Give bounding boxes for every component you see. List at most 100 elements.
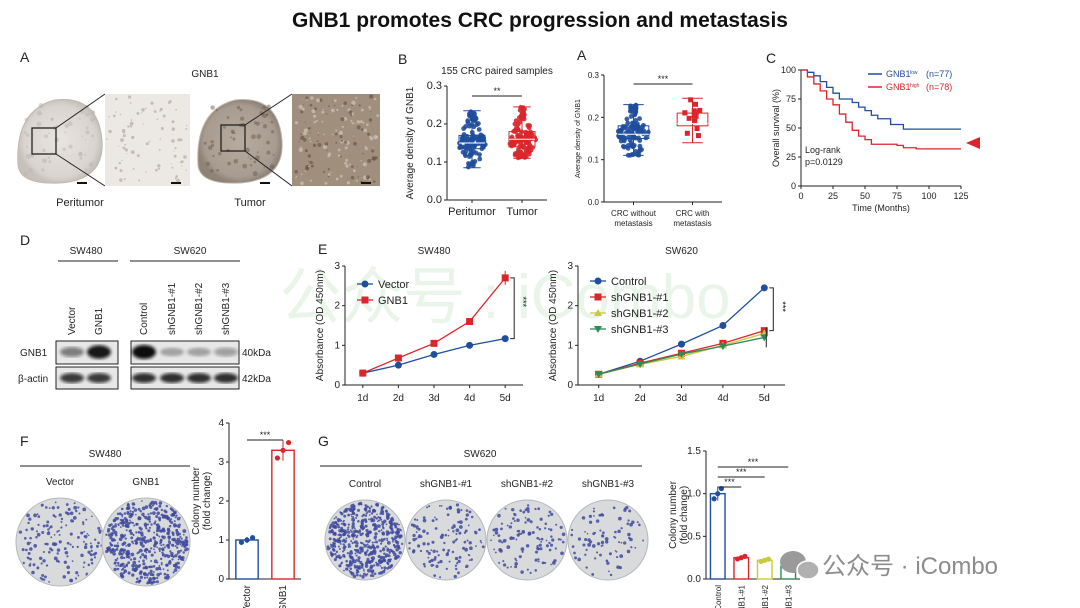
texture [78,117,81,120]
colony [615,551,618,553]
colony [147,529,151,533]
colony [139,575,144,579]
colony [629,522,633,527]
legend-label: GNB1 [886,82,911,92]
colony [111,538,116,542]
colony [136,577,139,581]
texture [294,170,299,174]
colony [338,557,342,560]
ihc-tumor-zoom [292,94,380,186]
colony [524,521,527,524]
texture [249,164,253,167]
data-point [466,318,474,326]
data-point [472,115,478,120]
colony [339,542,342,545]
colony [354,540,358,544]
texture [131,135,135,140]
colony [585,548,588,552]
colony [531,531,535,535]
colony [389,518,393,521]
texture [129,102,132,104]
colony [85,518,88,521]
texture [323,170,326,173]
colony [110,533,114,537]
arrow-marker-icon [966,137,980,149]
panel-label: G [318,433,329,449]
x-tick-label: shGNB1-#1 [737,584,746,608]
texture [353,141,357,146]
colony [527,510,530,513]
data-point [470,148,476,154]
texture [84,168,88,171]
texture [313,114,317,118]
colony [30,527,35,531]
colony [22,561,25,565]
lane-label: shGNB1-#2 [194,282,205,335]
colony [48,507,51,509]
colony [175,563,178,566]
texture [298,147,303,152]
colony [337,519,340,523]
data-point [615,128,621,134]
colony [377,559,381,563]
y-axis-label: Colony number [668,480,679,548]
texture [138,179,141,182]
colony [149,539,153,543]
band-gnb1 [60,347,84,357]
colony [181,543,184,546]
zoom-box [220,124,246,152]
texture [325,113,328,115]
colony [336,539,341,544]
colony [350,513,353,516]
colony [56,506,60,509]
colony [53,515,56,518]
texture [251,134,256,140]
y-tick-label: 0.3 [427,80,442,92]
colony [156,511,160,516]
dish-label: GNB1 [132,477,160,488]
texture [157,164,161,168]
colony [171,531,174,534]
texture [324,181,328,185]
texture [310,96,314,100]
colony [467,553,470,556]
colony [160,508,164,512]
texture [54,137,60,143]
texture [362,152,364,155]
colony [138,548,143,553]
texture [168,100,172,103]
data-point [511,128,517,134]
colony [160,562,163,564]
colony [120,533,124,538]
band-gnb1 [87,345,111,359]
colony [434,516,436,519]
data-point [691,113,697,119]
y-tick-label: 0.5 [687,531,701,542]
colony [370,512,374,515]
data-point [528,129,533,135]
data-point [742,553,748,559]
colony [602,531,605,535]
colony [526,568,529,571]
texture [340,156,342,158]
texture [38,102,44,108]
y-tick-label: 3 [334,261,340,272]
colony [118,512,122,516]
data-point [695,133,701,139]
colony [347,523,350,526]
texture [355,96,358,99]
data-point [528,136,534,141]
colony [178,516,181,519]
texture [256,151,259,154]
colony [29,547,33,551]
data-point [461,132,467,137]
colony [45,506,48,509]
texture [183,155,187,159]
colony [343,545,347,549]
colony [158,564,161,567]
group-label-SW620: SW620 [174,246,207,257]
texture [173,154,177,158]
data-point [639,124,645,130]
colony [135,580,138,584]
